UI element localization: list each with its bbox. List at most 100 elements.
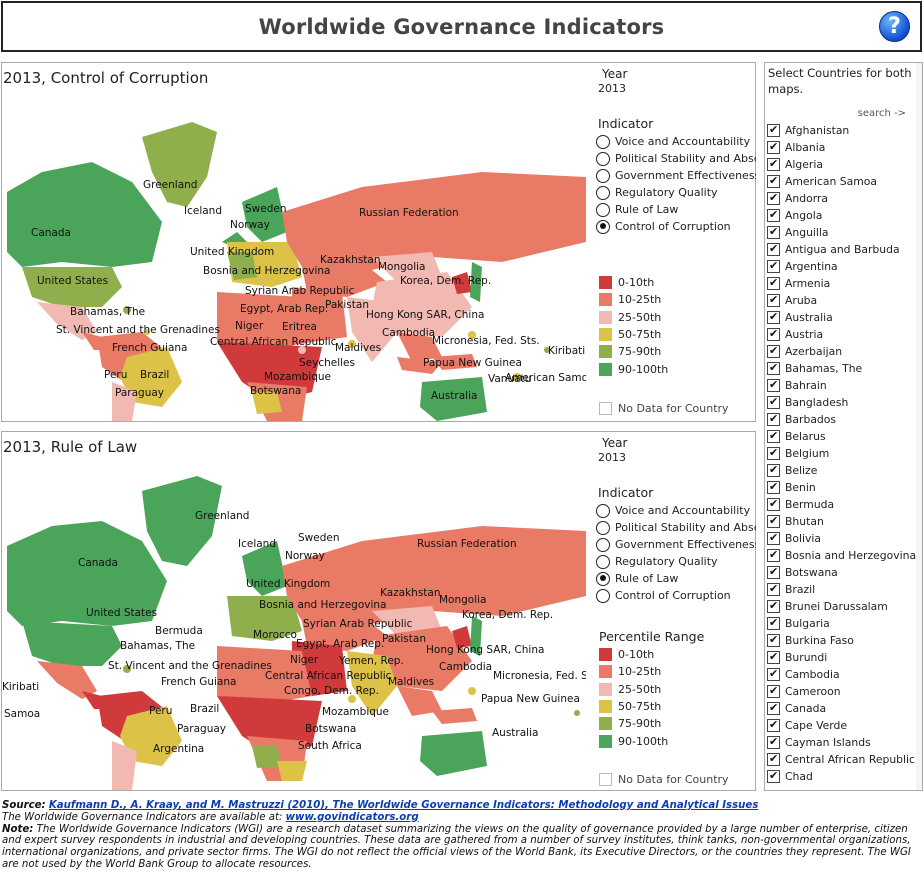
country-checkbox-item[interactable]: Bulgaria [767,615,916,632]
checkbox[interactable] [767,429,780,443]
checkbox[interactable] [767,565,780,579]
country-checkbox-item[interactable]: Algeria [767,156,916,173]
radio-control-of-corruption[interactable]: Control of Corruption [596,587,756,604]
radio-political-stability[interactable]: Political Stability and Absen.. [596,519,756,536]
scrollbar[interactable] [916,63,922,790]
checkbox[interactable] [767,531,780,545]
country-checkbox-item[interactable]: Burundi [767,649,916,666]
country-checkbox-item[interactable]: Canada [767,700,916,717]
country-checkbox-item[interactable]: Bangladesh [767,394,916,411]
checkbox[interactable] [767,735,780,749]
country-checkbox-item[interactable]: Azerbaijan [767,343,916,360]
country-checkbox-item[interactable]: American Samoa [767,173,916,190]
country-checkbox-item[interactable]: Belgium [767,445,916,462]
country-checkbox-item[interactable]: Anguilla [767,224,916,241]
country-checkbox-item[interactable]: Antigua and Barbuda [767,241,916,258]
year-value[interactable]: 2013 [598,82,626,95]
checkbox[interactable] [767,480,780,494]
govindicators-link[interactable]: www.govindicators.org [285,811,419,823]
country-checkbox-item[interactable]: Cameroon [767,683,916,700]
country-checkbox-item[interactable]: Chad [767,768,916,785]
help-icon[interactable]: ? [879,11,910,42]
country-checkbox-item[interactable]: Brunei Darussalam [767,598,916,615]
checkbox[interactable] [767,395,780,409]
country-checkbox-item[interactable]: Central African Republic [767,751,916,768]
country-checkbox-item[interactable]: Barbados [767,411,916,428]
checkbox[interactable] [767,497,780,511]
checkbox[interactable] [767,293,780,307]
checkbox[interactable] [767,446,780,460]
country-checkbox-item[interactable]: Bermuda [767,496,916,513]
checkbox[interactable] [767,157,780,171]
checkbox[interactable] [767,242,780,256]
country-checkbox-item[interactable]: Bahrain [767,377,916,394]
year-value[interactable]: 2013 [598,451,626,464]
search-link[interactable]: search -> [857,108,906,119]
radio-regulatory-quality[interactable]: Regulatory Quality [596,553,756,570]
country-checkbox-item[interactable]: Belarus [767,428,916,445]
country-checkbox-item[interactable]: Austria [767,326,916,343]
radio-regulatory-quality[interactable]: Regulatory Quality [596,184,756,201]
world-map-corruption[interactable]: Greenland Iceland Sweden Norway Canada U… [2,92,586,421]
checkbox[interactable] [767,191,780,205]
checkbox[interactable] [767,599,780,613]
country-checkbox-item[interactable]: Afghanistan [767,122,916,139]
checkbox[interactable] [767,701,780,715]
checkbox[interactable] [767,123,780,137]
country-checkbox-item[interactable]: Belize [767,462,916,479]
country-checkbox-item[interactable]: Bhutan [767,513,916,530]
source-link[interactable]: Kaufmann D., A. Kraay, and M. Mastruzzi … [48,800,759,811]
checkbox[interactable] [767,463,780,477]
radio-rule-of-law[interactable]: Rule of Law [596,570,756,587]
country-checkbox-item[interactable]: Bolivia [767,530,916,547]
checkbox[interactable] [767,582,780,596]
country-checkbox-item[interactable]: Albania [767,139,916,156]
checkbox[interactable] [767,650,780,664]
radio-control-of-corruption[interactable]: Control of Corruption [596,218,756,235]
country-checkbox-item[interactable]: Botswana [767,564,916,581]
checkbox[interactable] [767,633,780,647]
checkbox[interactable] [767,310,780,324]
checkbox[interactable] [767,140,780,154]
country-checkbox-item[interactable]: Aruba [767,292,916,309]
checkbox[interactable] [767,174,780,188]
checkbox[interactable] [767,752,780,766]
checkbox[interactable] [767,514,780,528]
country-checkbox-item[interactable]: Andorra [767,190,916,207]
radio-voice-accountability[interactable]: Voice and Accountability [596,133,756,150]
checkbox[interactable] [767,378,780,392]
checkbox[interactable] [767,208,780,222]
country-checkbox-item[interactable]: Armenia [767,275,916,292]
country-checkbox-item[interactable]: Burkina Faso [767,632,916,649]
checkbox[interactable] [767,667,780,681]
world-map-rule-of-law[interactable]: Greenland Iceland Sweden Norway Russian … [2,461,586,790]
checkbox[interactable] [767,361,780,375]
checkbox[interactable] [767,769,780,783]
checkbox[interactable] [767,225,780,239]
checkbox[interactable] [767,412,780,426]
country-checkbox-item[interactable]: Brazil [767,581,916,598]
radio-voice-accountability[interactable]: Voice and Accountability [596,502,756,519]
country-checkbox-item[interactable]: Cape Verde [767,717,916,734]
country-checkbox-item[interactable]: Bosnia and Herzegovina [767,547,916,564]
checkbox[interactable] [767,327,780,341]
radio-rule-of-law[interactable]: Rule of Law [596,201,756,218]
country-checkbox-item[interactable]: Cambodia [767,666,916,683]
country-checkbox-item[interactable]: Benin [767,479,916,496]
checkbox[interactable] [767,684,780,698]
checkbox[interactable] [767,276,780,290]
radio-political-stability[interactable]: Political Stability and Absen.. [596,150,756,167]
radio-government-effectiveness[interactable]: Government Effectiveness [596,536,756,553]
country-checkbox-item[interactable]: Cayman Islands [767,734,916,751]
checkbox[interactable] [767,718,780,732]
map-label: Argentina [153,743,205,755]
country-checkbox-item[interactable]: Australia [767,309,916,326]
country-checkbox-item[interactable]: Angola [767,207,916,224]
checkbox[interactable] [767,616,780,630]
country-checkbox-item[interactable]: Bahamas, The [767,360,916,377]
radio-government-effectiveness[interactable]: Government Effectiveness [596,167,756,184]
checkbox[interactable] [767,259,780,273]
checkbox[interactable] [767,548,780,562]
country-checkbox-item[interactable]: Argentina [767,258,916,275]
checkbox[interactable] [767,344,780,358]
